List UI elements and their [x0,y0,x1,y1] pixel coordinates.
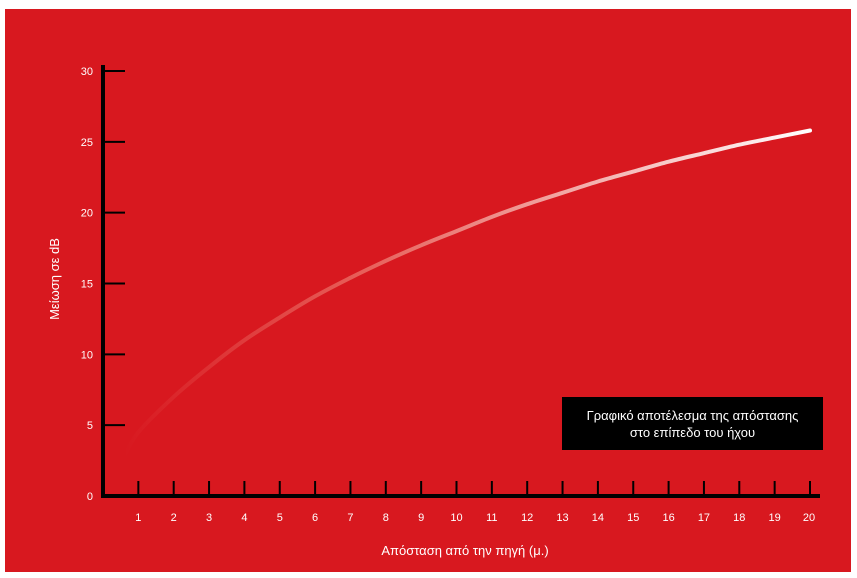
y-tick-label: 0 [87,491,93,503]
y-tick-label: 15 [81,279,93,291]
x-tick-label: 9 [418,512,424,524]
x-tick-label: 7 [347,512,353,524]
chart-panel: 0 5 10 15 20 25 30 1 2 3 4 5 6 7 8 9 10 11 12 13 14 15 16 17 18… [5,9,851,572]
y-axis-title: Μείωση σε dB [47,238,62,320]
x-tick-label: 13 [556,512,568,524]
x-tick-label: 19 [769,512,781,524]
x-tick-label: 15 [627,512,639,524]
y-tick-label: 10 [81,349,93,361]
y-tick-label: 5 [87,420,93,432]
x-tick-label: 1 [135,512,141,524]
x-tick-label: 17 [698,512,710,524]
x-tick-label: 4 [241,512,247,524]
y-tick-label: 30 [81,66,93,78]
y-axis: 0 5 10 15 20 25 30 [81,65,125,503]
x-tick-label: 14 [592,512,604,524]
series-group [122,128,812,459]
x-tick-label: 2 [171,512,177,524]
x-tick-label: 12 [521,512,533,524]
x-tick-label: 6 [312,512,318,524]
x-tick-label: 10 [450,512,462,524]
series-line [122,128,812,459]
x-tick-label: 20 [803,512,815,524]
x-tick-label: 5 [277,512,283,524]
x-tick-label: 8 [383,512,389,524]
x-tick-label: 18 [733,512,745,524]
x-axis-title: Απόσταση από την πηγή (μ.) [381,543,548,558]
y-tick-label: 20 [81,208,93,220]
annotation-line-2: στο επίπεδο του ήχου [629,424,756,440]
x-axis: 1 2 3 4 5 6 7 8 9 10 11 12 13 14 15 16 17 18 19 20 [101,481,820,524]
x-tick-label: 3 [206,512,212,524]
y-tick-label: 25 [81,137,93,149]
x-tick-label: 16 [662,512,674,524]
annotation-box: Γραφικό αποτέλεσμα της απόστασης στο επί… [562,397,823,450]
x-tick-label: 11 [486,512,497,524]
annotation-line-1: Γραφικό αποτέλεσμα της απόστασης [586,407,799,423]
